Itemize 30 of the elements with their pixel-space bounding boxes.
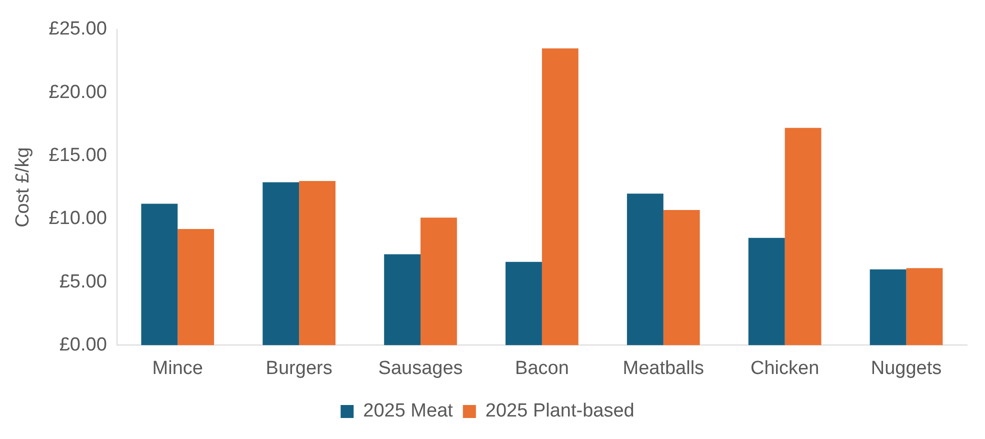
x-tick-label: Bacon	[515, 358, 569, 379]
bar	[663, 210, 700, 346]
y-tick-label: £25.00	[48, 18, 107, 40]
bar	[420, 218, 457, 346]
y-tick-label: £5.00	[59, 271, 107, 292]
bar	[542, 48, 578, 346]
y-tick-label: £20.00	[48, 82, 107, 103]
y-axis-title: Cost £/kg	[12, 147, 34, 228]
legend-label: 2025 Plant-based	[485, 400, 634, 422]
bar	[384, 254, 421, 346]
x-tick-label: Meatballs	[622, 358, 704, 379]
x-tick-label: Mince	[152, 358, 203, 379]
bar	[141, 204, 178, 346]
y-tick-label: £15.00	[48, 144, 107, 166]
bar	[506, 262, 542, 346]
bar	[626, 194, 664, 346]
bar	[262, 182, 300, 346]
y-tick-label: £10.00	[48, 208, 107, 230]
bar	[784, 128, 822, 346]
legend-label: 2025 Meat	[363, 400, 454, 422]
bar	[748, 238, 785, 346]
x-tick-label: Sausages	[378, 358, 463, 379]
x-tick-label: Burgers	[266, 358, 332, 379]
bar	[299, 180, 336, 346]
bar	[906, 268, 943, 346]
x-tick-label: Nuggets	[870, 358, 942, 379]
bar	[870, 269, 906, 346]
y-tick-label: £0.00	[59, 334, 107, 356]
x-tick-label: Chicken	[750, 358, 820, 379]
bar	[178, 228, 214, 346]
